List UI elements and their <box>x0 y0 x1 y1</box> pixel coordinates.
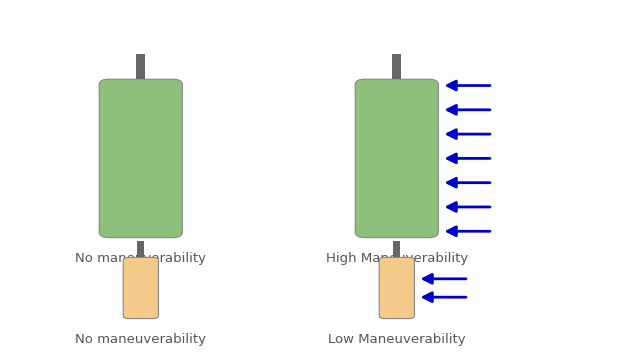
Text: No maneuverability: No maneuverability <box>76 333 206 346</box>
Text: High Maneuverability: High Maneuverability <box>326 252 468 265</box>
FancyBboxPatch shape <box>99 79 182 238</box>
Bar <box>393 241 401 257</box>
FancyBboxPatch shape <box>355 79 438 238</box>
Bar <box>138 241 145 257</box>
Text: No maneuverability: No maneuverability <box>76 252 206 265</box>
Bar <box>392 54 401 79</box>
Text: Low Maneuverability: Low Maneuverability <box>328 333 466 346</box>
Bar <box>136 54 145 79</box>
FancyBboxPatch shape <box>123 257 159 319</box>
FancyBboxPatch shape <box>380 257 415 319</box>
